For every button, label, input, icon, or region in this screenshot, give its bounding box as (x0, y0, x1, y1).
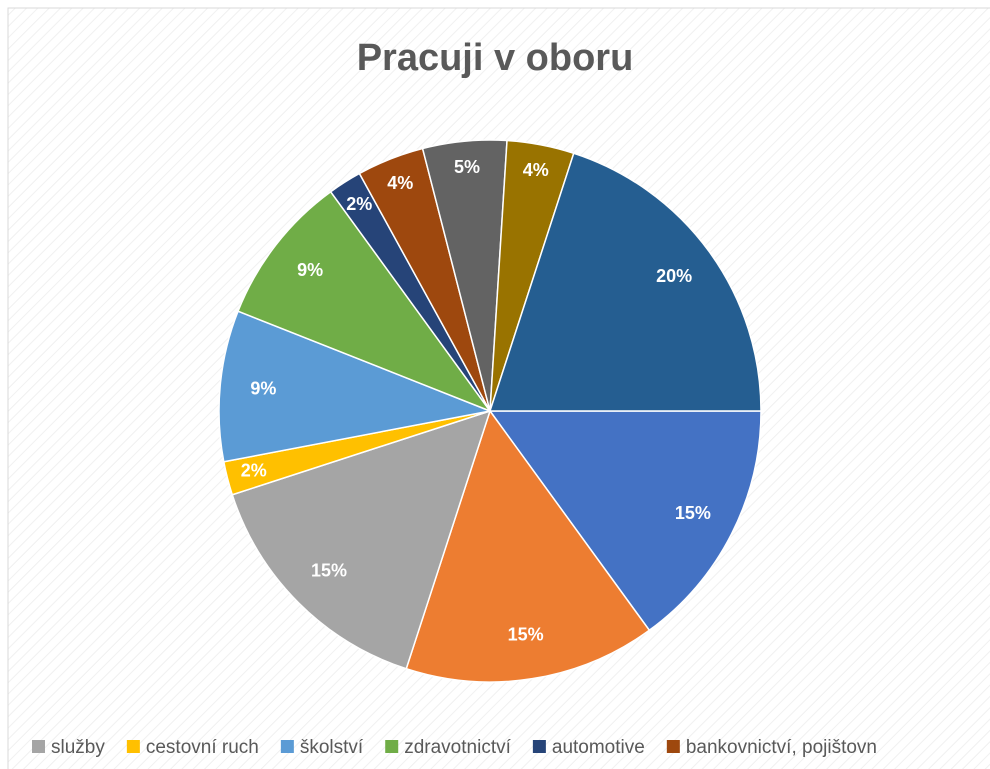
data-label: 15% (508, 625, 544, 645)
data-label: 15% (675, 503, 711, 523)
legend-swatch (126, 740, 140, 753)
legend-label: cestovní ruch (146, 737, 259, 758)
pie-slice (231, 409, 492, 670)
data-label: 20% (656, 266, 692, 286)
chart-title: Pracuji v oboru (357, 37, 634, 79)
pie-slice (405, 409, 651, 683)
data-label: 9% (297, 260, 323, 280)
legend-label: školství (300, 737, 364, 758)
data-label: 2% (346, 194, 372, 214)
pie-slice (488, 152, 762, 412)
data-label: 4% (523, 160, 549, 180)
pie-slice (488, 410, 762, 632)
legend-label: automotive (552, 737, 645, 758)
data-label: 5% (454, 157, 480, 177)
legend-label: služby (51, 737, 105, 758)
data-label: 4% (387, 173, 413, 193)
legend-swatch (385, 740, 399, 753)
legend-label: bankovnictví, pojištovn (686, 737, 877, 758)
legend-swatch (532, 740, 546, 753)
legend-swatch (280, 740, 294, 753)
pie-slice (237, 190, 493, 413)
data-label: 15% (311, 561, 347, 581)
legend-swatch (32, 740, 45, 753)
legend-label: zdravotnictví (404, 737, 511, 758)
data-label: 9% (250, 378, 276, 398)
data-label: 2% (241, 460, 267, 480)
pie-slice (218, 310, 493, 463)
legend-swatch (666, 740, 680, 753)
